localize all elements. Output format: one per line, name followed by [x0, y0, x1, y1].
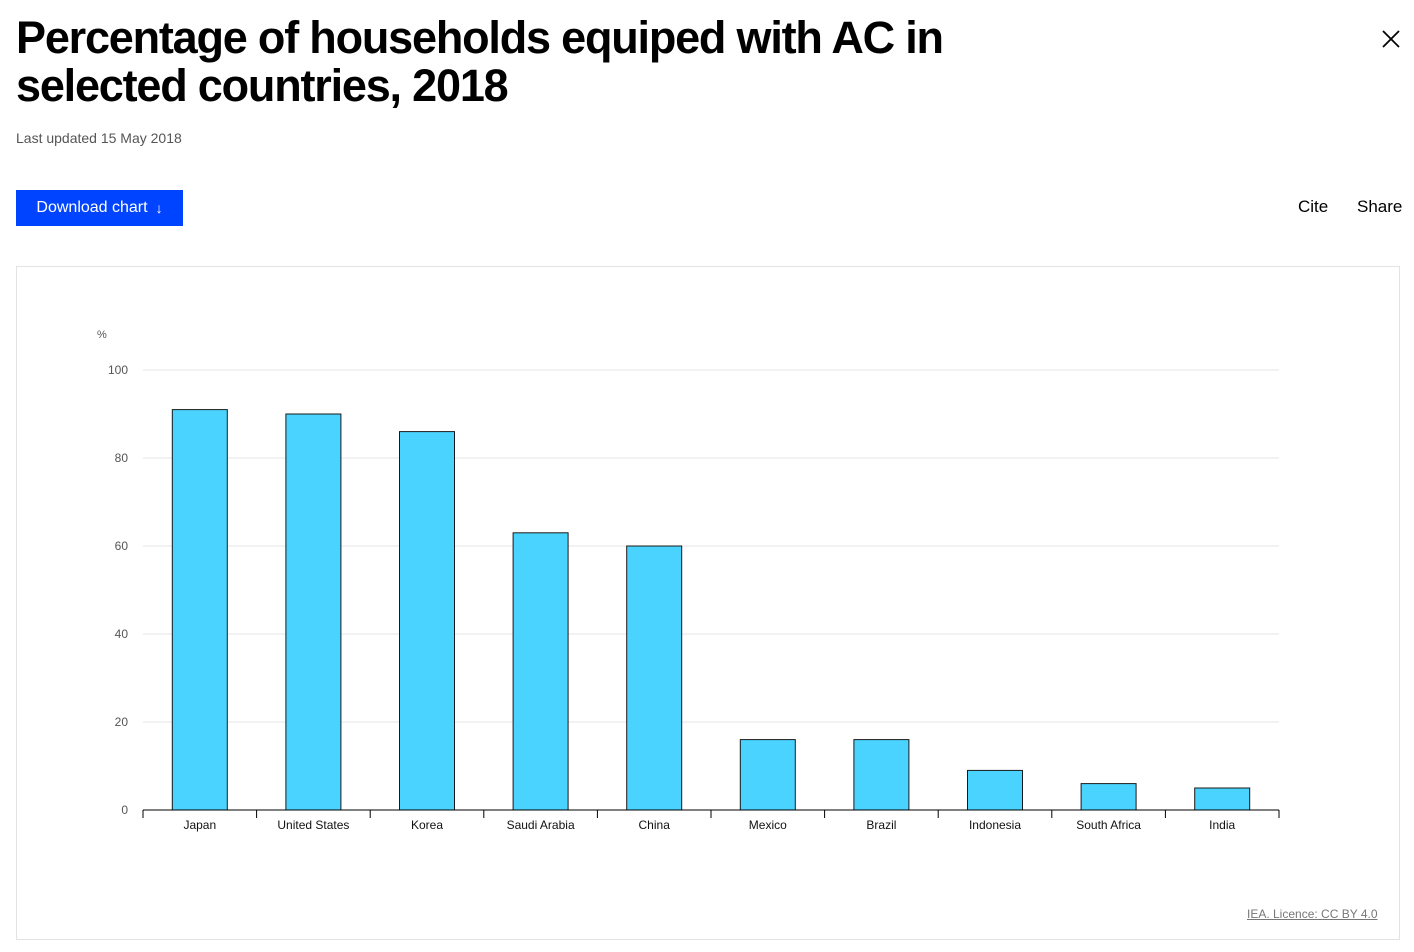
- arrow-down-icon: ↓: [155, 200, 163, 216]
- close-icon[interactable]: [1376, 24, 1406, 54]
- licence-link[interactable]: IEA. Licence: CC BY 4.0: [1247, 907, 1378, 921]
- page-title: Percentage of households equiped with AC…: [16, 12, 944, 111]
- cite-link[interactable]: Cite: [1298, 197, 1329, 216]
- chart-container: [16, 266, 1400, 940]
- share-link[interactable]: Share: [1357, 197, 1403, 216]
- last-updated: Last updated 15 May 2018: [16, 130, 182, 146]
- download-chart-button[interactable]: Download chart ↓: [16, 190, 183, 226]
- download-chart-label: Download chart: [36, 199, 148, 216]
